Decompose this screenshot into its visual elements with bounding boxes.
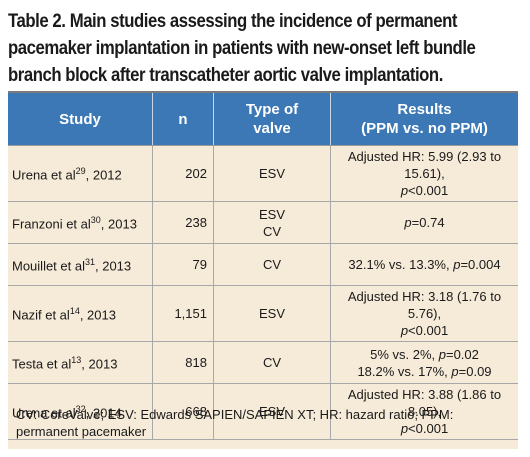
results-cell: Adjusted HR: 3.88 (1.86 to 8.05), p<0.001 <box>330 383 518 440</box>
n-cell: 668 <box>152 383 214 440</box>
table-frame: Study n Type of valve Results (PPM vs. no … <box>8 91 518 449</box>
studies-table: Study n Type of valve Results (PPM vs. no … <box>8 93 518 440</box>
results-cell: p=0.74 <box>330 201 518 244</box>
valve-type-cell: ESV <box>213 285 331 342</box>
results-cell: Adjusted HR: 5.99 (2.93 to 15.61), p<0.00… <box>330 145 518 202</box>
table-row: Franzoni et al30, 2013 238 ESV CV p=0.74 <box>8 201 518 244</box>
table-row: Nazif et al14, 2013 1,151 ESV Adjusted HR: … <box>8 285 518 342</box>
n-cell: 1,151 <box>152 285 214 342</box>
n-cell: 202 <box>152 145 214 202</box>
table-footnote: CV: CoreValve; ESV: Edwards SAPIEN/SAPIE… <box>16 407 454 439</box>
table-row: Urena et al32, 2014 668 ESV Adjusted HR: 3.… <box>8 383 518 440</box>
table-caption: Table 2. Main studies assessing the inci… <box>8 11 476 86</box>
header-type: Type of valve <box>213 93 331 146</box>
header-n: n <box>152 93 214 146</box>
n-cell: 79 <box>152 243 214 286</box>
valve-type-cell: ESV <box>213 145 331 202</box>
results-cell: Adjusted HR: 3.18 (1.76 to 5.76), p<0.001 <box>330 285 518 342</box>
valve-type-cell: ESV CV <box>213 201 331 244</box>
n-cell: 238 <box>152 201 214 244</box>
study-cell: Urena et al32, 2014 <box>8 383 153 440</box>
results-cell: 32.1% vs. 13.3%, p=0.004 <box>330 243 518 286</box>
study-cell: Nazif et al14, 2013 <box>8 285 153 342</box>
table-row: Mouillet et al31, 2013 79 CV 32.1% vs. 13.3… <box>8 243 518 286</box>
valve-type-cell: CV <box>213 243 331 286</box>
header-results: Results (PPM vs. no PPM) <box>330 93 518 146</box>
table-row: Testa et al13, 2013 818 CV 5% vs. 2%, p=0.0… <box>8 341 518 384</box>
n-cell: 818 <box>152 341 214 384</box>
study-cell: Testa et al13, 2013 <box>8 341 153 384</box>
study-cell: Urena et al29, 2012 <box>8 145 153 202</box>
table-row: Urena et al29, 2012 202 ESV Adjusted HR: 5.… <box>8 145 518 202</box>
valve-type-cell: ESV <box>213 383 331 440</box>
results-cell: 5% vs. 2%, p=0.02 18.2% vs. 17%, p=0.09 <box>330 341 518 384</box>
header-row: Study n Type of valve Results (PPM vs. no … <box>8 93 518 146</box>
header-study: Study <box>8 93 153 146</box>
valve-type-cell: CV <box>213 341 331 384</box>
study-cell: Franzoni et al30, 2013 <box>8 201 153 244</box>
study-cell: Mouillet et al31, 2013 <box>8 243 153 286</box>
